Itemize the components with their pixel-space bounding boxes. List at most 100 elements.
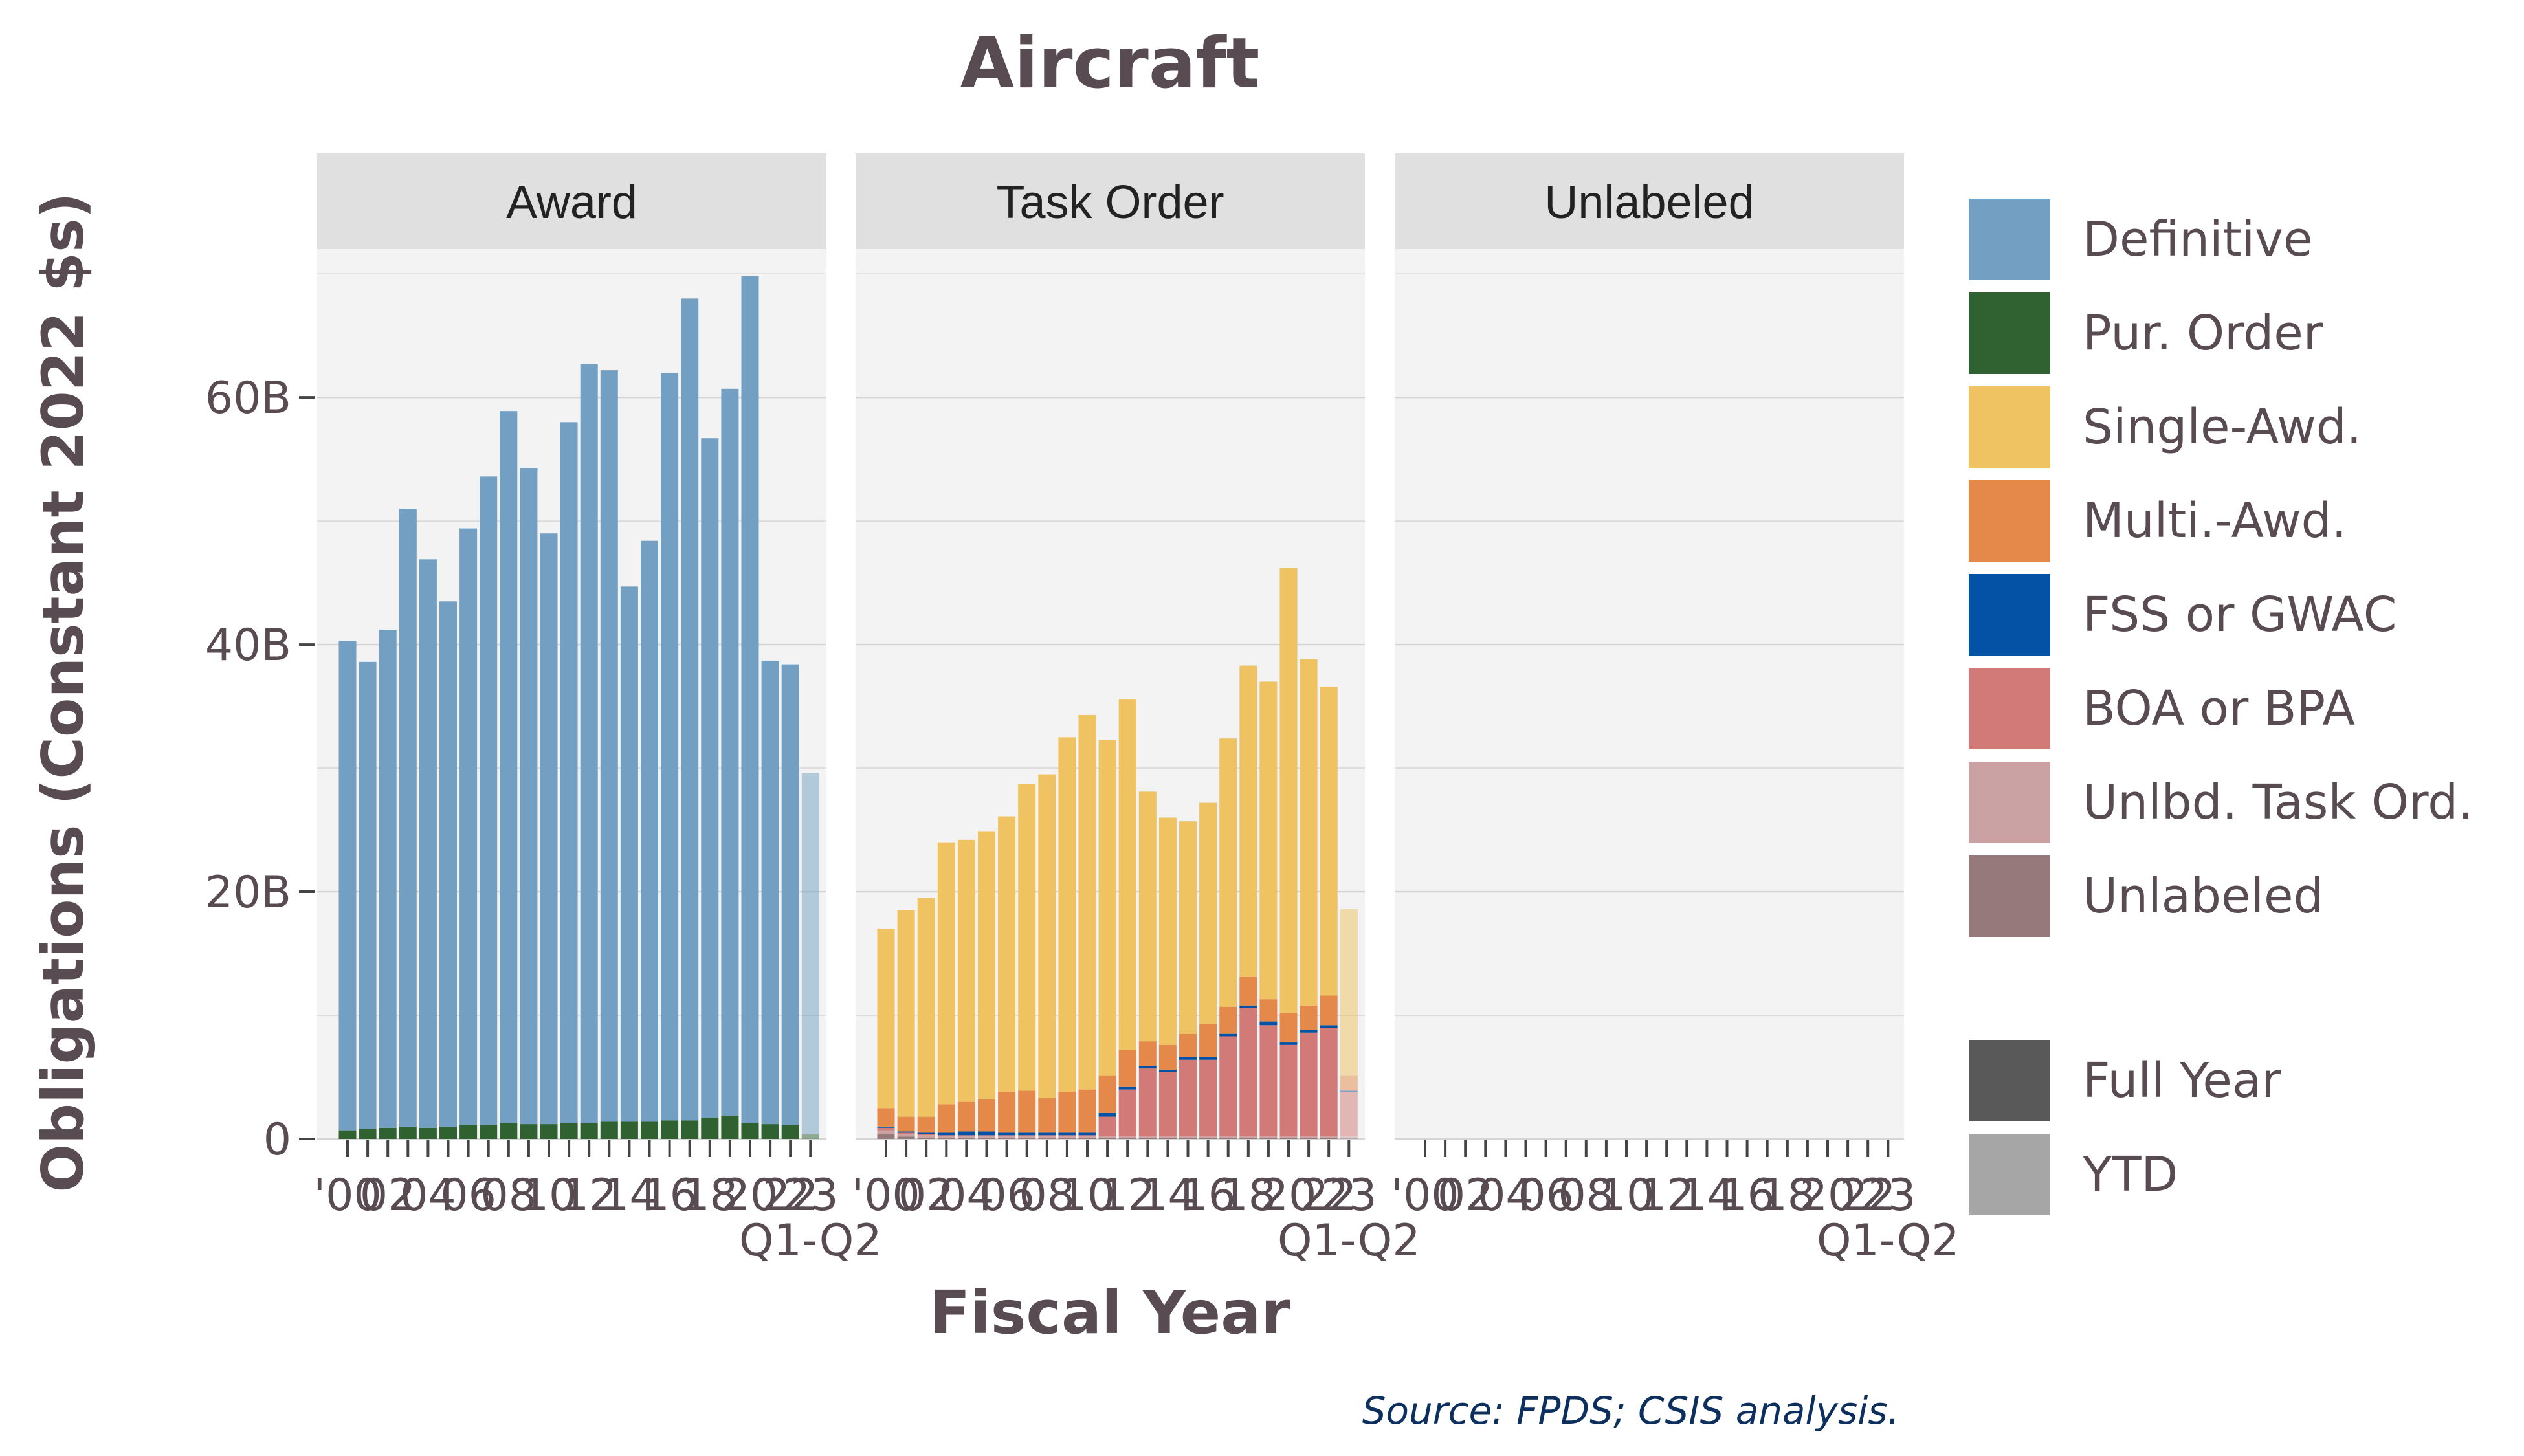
bar-pur-order-2017 xyxy=(681,1120,699,1139)
bar-fss-or-gwac-2020 xyxy=(1279,1042,1298,1045)
bar-boa-or-bpa-2011 xyxy=(1098,1116,1116,1137)
bar-unlabeled-2018 xyxy=(1239,1138,1257,1139)
bar-fss-or-gwac-2013 xyxy=(1138,1066,1157,1069)
bar-unlabeled-2017 xyxy=(1219,1138,1237,1139)
bar-pur-order-2003 xyxy=(399,1126,417,1139)
x-tick-label: 06 xyxy=(440,1170,496,1221)
bar-fss-or-gwac-2018 xyxy=(1239,1005,1257,1008)
bar-definitive-2011 xyxy=(560,422,578,1123)
bar-boa-or-bpa-2016 xyxy=(1199,1059,1217,1137)
bar-fss-or-gwac-2006 xyxy=(998,1132,1016,1136)
y-tick-label: 0 xyxy=(263,1114,291,1165)
bar-fss-or-gwac-2011 xyxy=(1098,1112,1116,1117)
bar-single-awd-2001 xyxy=(897,910,915,1117)
legend-label-fss-or-gwac: FSS or GWAC xyxy=(2083,587,2397,643)
bar-definitive-2008 xyxy=(500,411,518,1123)
bar-pur-order-2012 xyxy=(580,1123,598,1139)
bar-unlabeled-2011 xyxy=(1098,1138,1116,1139)
legend-label-multi-awd: Multi.-Awd. xyxy=(2083,493,2347,549)
legend: Definitive Pur. Order Single-Awd. Multi.-Aw… xyxy=(1966,196,2474,1218)
bar-unlbd-task-ord-2001 xyxy=(897,1134,915,1137)
bar-fss-or-gwac-2001 xyxy=(897,1131,915,1133)
bar-multi-awd-2017 xyxy=(1219,1006,1237,1034)
x-tick-label: 10 xyxy=(1599,1170,1655,1221)
x-tick-label: 04 xyxy=(938,1170,995,1221)
bar-multi-awd-2014 xyxy=(1158,1044,1177,1070)
bar-definitive-2006 xyxy=(459,528,478,1125)
bar-unlbd-task-ord-2007 xyxy=(1018,1136,1036,1138)
x-tick-label: 18 xyxy=(1221,1170,1277,1221)
y-tick-label: 20B xyxy=(205,867,291,918)
bar-unlabeled-2005 xyxy=(978,1138,995,1139)
bar-fss-or-gwac-2004 xyxy=(957,1131,975,1136)
bar-unlbd-task-ord-2017 xyxy=(1219,1136,1237,1138)
x-tick-label: 08 xyxy=(1019,1170,1076,1221)
x-tick-label: 06 xyxy=(979,1170,1035,1221)
legend-label-single-awd: Single-Awd. xyxy=(2083,399,2362,455)
bar-fss-or-gwac-2007 xyxy=(1018,1132,1036,1136)
bar-boa-or-bpa-2007 xyxy=(1018,1135,1036,1137)
bar-definitive-2007 xyxy=(480,476,498,1125)
bar-single-awd-2011 xyxy=(1098,740,1116,1076)
bar-unlabeled-2001 xyxy=(897,1136,915,1139)
x-tick-label: 22 xyxy=(1301,1170,1357,1221)
bar-unlabeled-2021 xyxy=(1300,1138,1318,1139)
bar-boa-or-bpa-2022 xyxy=(1320,1028,1338,1137)
x-tick-label: 08 xyxy=(481,1170,537,1221)
bar-single-awd-2013 xyxy=(1138,791,1157,1042)
bar-unlabeled-2022 xyxy=(1320,1138,1338,1139)
bar-unlabeled-2019 xyxy=(1259,1138,1278,1139)
bar-pur-order-2015 xyxy=(641,1121,658,1139)
legend-label-ytd: YTD xyxy=(2082,1147,2178,1202)
legend-label-unlabeled: Unlabeled xyxy=(2083,868,2324,924)
x-tick-label-ytd: Q1-Q2 xyxy=(739,1215,882,1266)
bar-unlbd-task-ord-2015 xyxy=(1179,1136,1197,1138)
bar-definitive-2000 xyxy=(338,641,357,1131)
bar-pur-order-2007 xyxy=(480,1125,498,1139)
legend-swatch-boa-or-bpa xyxy=(1966,665,2053,752)
bar-definitive-2018 xyxy=(701,438,719,1118)
bar-pur-order-2014 xyxy=(620,1121,638,1139)
x-tick-label: 20 xyxy=(722,1170,779,1221)
bar-multi-awd-2015 xyxy=(1179,1033,1197,1057)
bar-fss-or-gwac-2003 xyxy=(937,1132,955,1136)
bar-definitive-2019 xyxy=(721,388,739,1116)
bar-unlabeled-2013 xyxy=(1138,1138,1157,1139)
bar-boa-or-bpa-2008 xyxy=(1038,1135,1056,1137)
legend-swatch-single-awd xyxy=(1966,384,2053,470)
x-tick-label: 12 xyxy=(561,1170,617,1221)
bar-pur-order-2004 xyxy=(419,1127,437,1139)
bar-unlbd-task-ord-2002 xyxy=(917,1135,935,1138)
bar-single-awd-2007 xyxy=(1018,784,1036,1091)
bar-multi-awd-2013 xyxy=(1138,1041,1157,1066)
x-tick-label: 10 xyxy=(1059,1170,1116,1221)
bar-fss-or-gwac-2000 xyxy=(877,1126,895,1128)
x-tick-label: 23 xyxy=(782,1170,839,1221)
bar-pur-order-2005 xyxy=(439,1126,457,1139)
bar-multi-awd-2021 xyxy=(1300,1005,1318,1030)
bar-multi-awd-2009 xyxy=(1058,1092,1076,1133)
bar-unlabeled-2014 xyxy=(1158,1138,1177,1139)
bar-unlbd-task-ord-2009 xyxy=(1058,1136,1076,1138)
panel-task-order: Task Order '00020406081012141618202223Q1-… xyxy=(852,153,1421,1266)
bar-unlabeled-2003 xyxy=(937,1138,955,1139)
bar-fss-or-gwac-2002 xyxy=(917,1132,935,1134)
legend-swatch-ytd xyxy=(1966,1131,2053,1218)
bar-single-awd-2005 xyxy=(978,831,995,1099)
x-tick-label: 23 xyxy=(1321,1170,1377,1221)
bar-single-awd-2008 xyxy=(1038,774,1056,1098)
bar-unlabeled-2020 xyxy=(1279,1138,1298,1139)
bar-unlbd-task-ord-2013 xyxy=(1138,1136,1157,1138)
legend-swatch-pur-order xyxy=(1966,290,2053,377)
bar-definitive-2022 xyxy=(781,664,799,1125)
bar-unlabeled-2009 xyxy=(1058,1138,1076,1139)
bar-single-awd-2022 xyxy=(1320,687,1338,996)
bar-fss-or-gwac-2008 xyxy=(1038,1132,1056,1136)
y-axis-label: Obligations (Constant 2022 $s) xyxy=(30,192,96,1192)
bar-unlbd-task-ord-2000 xyxy=(877,1130,895,1134)
x-tick-label: 04 xyxy=(400,1170,456,1221)
bar-pur-order-2000 xyxy=(338,1130,357,1139)
bar-definitive-2003 xyxy=(399,509,417,1127)
bar-multi-awd-2001 xyxy=(897,1116,915,1132)
strip-background xyxy=(317,153,826,249)
